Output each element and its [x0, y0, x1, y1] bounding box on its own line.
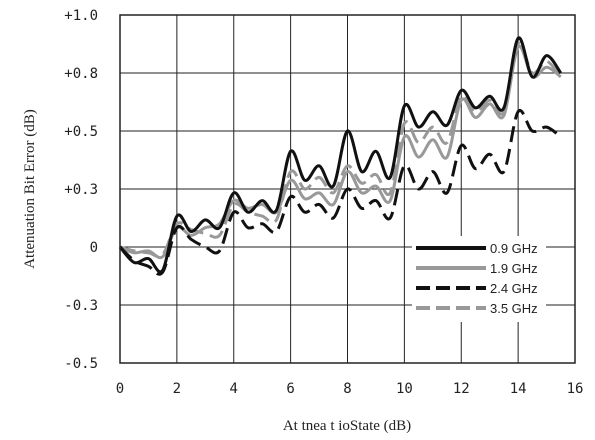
x-tick-label: 10 [396, 381, 413, 397]
y-tick-label: 0 [90, 240, 98, 256]
legend-label: 1.9 GHz [490, 261, 538, 276]
y-tick-label: -0.3 [64, 298, 98, 314]
x-tick-label: 14 [510, 381, 527, 397]
y-axis-label: Attenuation Bit Error (dB) [22, 109, 38, 269]
x-tick-label: 0 [116, 381, 124, 397]
x-tick-labels: 0 2 4 6 8 10 12 14 16 [116, 381, 584, 397]
x-tick-label: 6 [286, 381, 294, 397]
x-axis-label: At tnea t ioState (dB) [283, 418, 411, 434]
legend-label: 0.9 GHz [490, 241, 538, 256]
series-line-1-9-ghz [119, 44, 562, 260]
y-tick-label: -0.5 [64, 356, 98, 372]
x-tick-label: 2 [173, 381, 181, 397]
y-tick-label: +1.0 [64, 8, 98, 24]
legend-label: 3.5 GHz [490, 301, 538, 316]
x-tick-label: 16 [567, 381, 584, 397]
series-lines [118, 36, 563, 276]
plot-frame [119, 14, 576, 364]
series-line-2-4-ghz [118, 108, 562, 276]
x-tick-label: 8 [343, 381, 351, 397]
legend-label: 2.4 GHz [490, 281, 538, 296]
series-line-0-9-ghz [118, 36, 563, 274]
y-tick-labels: +1.0 +0.8 +0.5 +0.3 0 -0.3 -0.5 [64, 8, 98, 372]
x-tick-label: 12 [453, 381, 470, 397]
x-tick-label: 4 [230, 381, 238, 397]
legend: 0.9 GHz 1.9 GHz 2.4 GHz 3.5 GHz [412, 236, 546, 322]
y-tick-label: +0.3 [64, 182, 98, 198]
y-tick-label: +0.8 [64, 66, 98, 82]
y-tick-label: +0.5 [64, 124, 98, 140]
